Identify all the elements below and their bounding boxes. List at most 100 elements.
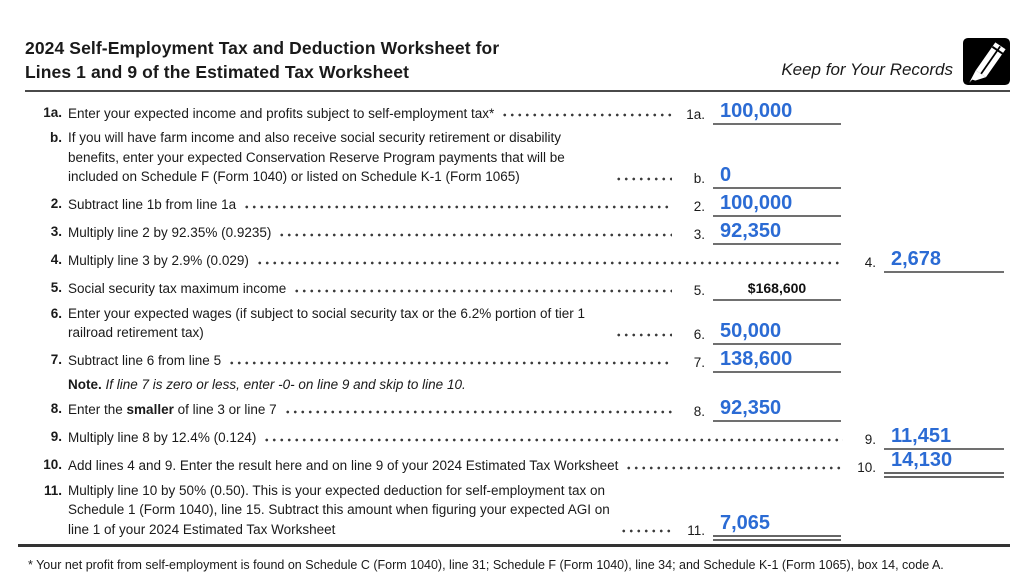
dot-leader [243,204,672,209]
entry-field-1b[interactable]: 0 [713,164,841,189]
title-line-1: 2024 Self-Employment Tax and Deduction W… [25,38,500,58]
worksheet-row-5: 5. Social security tax maximum income 5.… [28,276,1008,301]
row-body: Subtract line 1b from line 1a [68,195,677,217]
row-body: Enter your expected wages (if subject to… [68,304,677,345]
dot-leader [283,409,672,414]
pencil-icon [963,38,1010,85]
dot-leader [263,437,843,442]
row-number-5: 5. [50,280,62,295]
row-number-10: 10. [43,457,62,472]
worksheet-row-3: 3. Multiply line 2 by 92.35% (0.9235) 3.… [28,220,1008,245]
entry-1b: b. 0 [677,164,841,189]
page-title: 2024 Self-Employment Tax and Deduction W… [25,36,645,84]
dot-leader [501,113,672,117]
entry-label-7: 7. [693,354,705,370]
entry-field-8[interactable]: 92,350 [713,397,841,422]
row-number-11: 11. [43,482,62,498]
dot-leader [620,529,672,533]
note-text: If line 7 is zero or less, enter -0- on … [105,376,466,392]
worksheet-row-2: 2. Subtract line 1b from line 1a 2. 100,… [28,192,1008,217]
row-number-1b: b. [50,130,62,145]
entry-field-7[interactable]: 138,600 [713,348,841,373]
entry-5: 5. $168,600 [677,276,841,301]
row-text-1a: Enter your expected income and profits s… [68,105,495,121]
row-body: Multiply line 8 by 12.4% (0.124) [68,428,848,450]
entry-field-1a[interactable]: 100,000 [713,100,841,125]
keep-for-records-group: Keep for Your Records [781,38,1010,85]
entry-4: 4. 2,678 [848,248,1004,273]
row-text-9: Multiply line 8 by 12.4% (0.124) [68,430,257,445]
row-number-3: 3. [50,224,62,239]
note-label: Note. [68,376,102,392]
entry-label-6: 6. [693,326,705,342]
entry-2: 2. 100,000 [677,192,841,217]
row-body: Social security tax maximum income [68,279,677,301]
worksheet-row-8: 8. Enter the smaller of line 3 or line 7… [28,397,1008,422]
entry-label-3: 3. [693,226,705,242]
entry-label-1a: 1a. [686,107,705,122]
dot-leader [625,465,843,470]
row-number-7: 7. [50,352,62,367]
worksheet-row-4: 4. Multiply line 3 by 2.9% (0.029) 4. 2,… [28,248,1008,273]
row-number-4: 4. [50,252,62,267]
row-body: Subtract line 6 from line 5 [68,351,677,373]
entry-field-6[interactable]: 50,000 [713,320,841,345]
row-text-6: Enter your expected wages (if subject to… [68,305,586,341]
worksheet-row-6: 6. Enter your expected wages (if subject… [28,304,1008,345]
entry-8: 8. 92,350 [677,397,841,422]
entry-value-1b: 0 [720,163,732,186]
footnote-section: * Your net profit from self-employment i… [18,544,1010,573]
row-text-8: Enter the smaller of line 3 or line 7 [68,402,277,417]
entry-label-1b: b. [693,170,705,186]
entry-9: 9. 11,451 [848,425,1004,450]
entry-label-8: 8. [693,403,705,419]
row-text-5: Social security tax maximum income [68,281,287,296]
entry-field-3[interactable]: 92,350 [713,220,841,245]
entry-field-9[interactable]: 11,451 [884,425,1004,450]
entry-label-5: 5. [693,282,705,298]
worksheet-row-1b: b. If you will have farm income and also… [28,128,1008,189]
entry-value-6: 50,000 [720,319,782,342]
row-body: Multiply line 3 by 2.9% (0.029) [68,251,848,273]
entry-value-4: 2,678 [891,247,942,270]
dot-leader [615,332,672,337]
row-text-4: Multiply line 3 by 2.9% (0.029) [68,253,249,268]
worksheet-rows: 1a. Enter your expected income and profi… [0,92,1024,541]
entry-value-7: 138,600 [720,347,793,370]
row-text-11: Multiply line 10 by 50% (0.50). This is … [68,482,610,537]
row-body: Multiply line 10 by 50% (0.50). This is … [68,481,677,542]
entry-value-5: $168,600 [747,279,807,296]
row-number-2: 2. [50,196,62,211]
dot-leader [293,288,672,293]
row-number-1a: 1a. [43,104,62,120]
dot-leader [278,232,672,237]
row-body: Enter your expected income and profits s… [68,104,677,126]
entry-value-11: 7,065 [720,512,771,534]
note-row: Note. If line 7 is zero or less, enter -… [28,376,1008,393]
entry-field-11[interactable]: 7,065 [713,512,841,541]
entry-field-2[interactable]: 100,000 [713,192,841,217]
dot-leader [255,260,843,265]
entry-value-1a: 100,000 [720,100,793,122]
entry-field-10[interactable]: 14,130 [884,450,1004,478]
entry-value-3: 92,350 [720,219,782,242]
entry-label-11: 11. [687,523,705,538]
worksheet-header: 2024 Self-Employment Tax and Deduction W… [25,0,1010,92]
entry-label-9: 9. [864,431,876,447]
entry-field-5: $168,600 [713,276,841,301]
worksheet-row-7: 7. Subtract line 6 from line 5 7. 138,60… [28,348,1008,373]
worksheet-row-11: 11. Multiply line 10 by 50% (0.50). This… [28,481,1008,542]
row-number-8: 8. [50,401,62,416]
entry-value-8: 92,350 [720,396,782,419]
row-number-6: 6. [50,305,62,321]
row-text-1b: If you will have farm income and also re… [68,130,565,184]
worksheet-row-10: 10. Add lines 4 and 9. Enter the result … [28,450,1008,478]
row-text-10: Add lines 4 and 9. Enter the result here… [68,458,619,473]
row-body: Add lines 4 and 9. Enter the result here… [68,456,848,478]
dot-leader [228,360,672,365]
entry-7: 7. 138,600 [677,348,841,373]
entry-3: 3. 92,350 [677,220,841,245]
entry-field-4[interactable]: 2,678 [884,248,1004,273]
row-body: If you will have farm income and also re… [68,128,677,189]
